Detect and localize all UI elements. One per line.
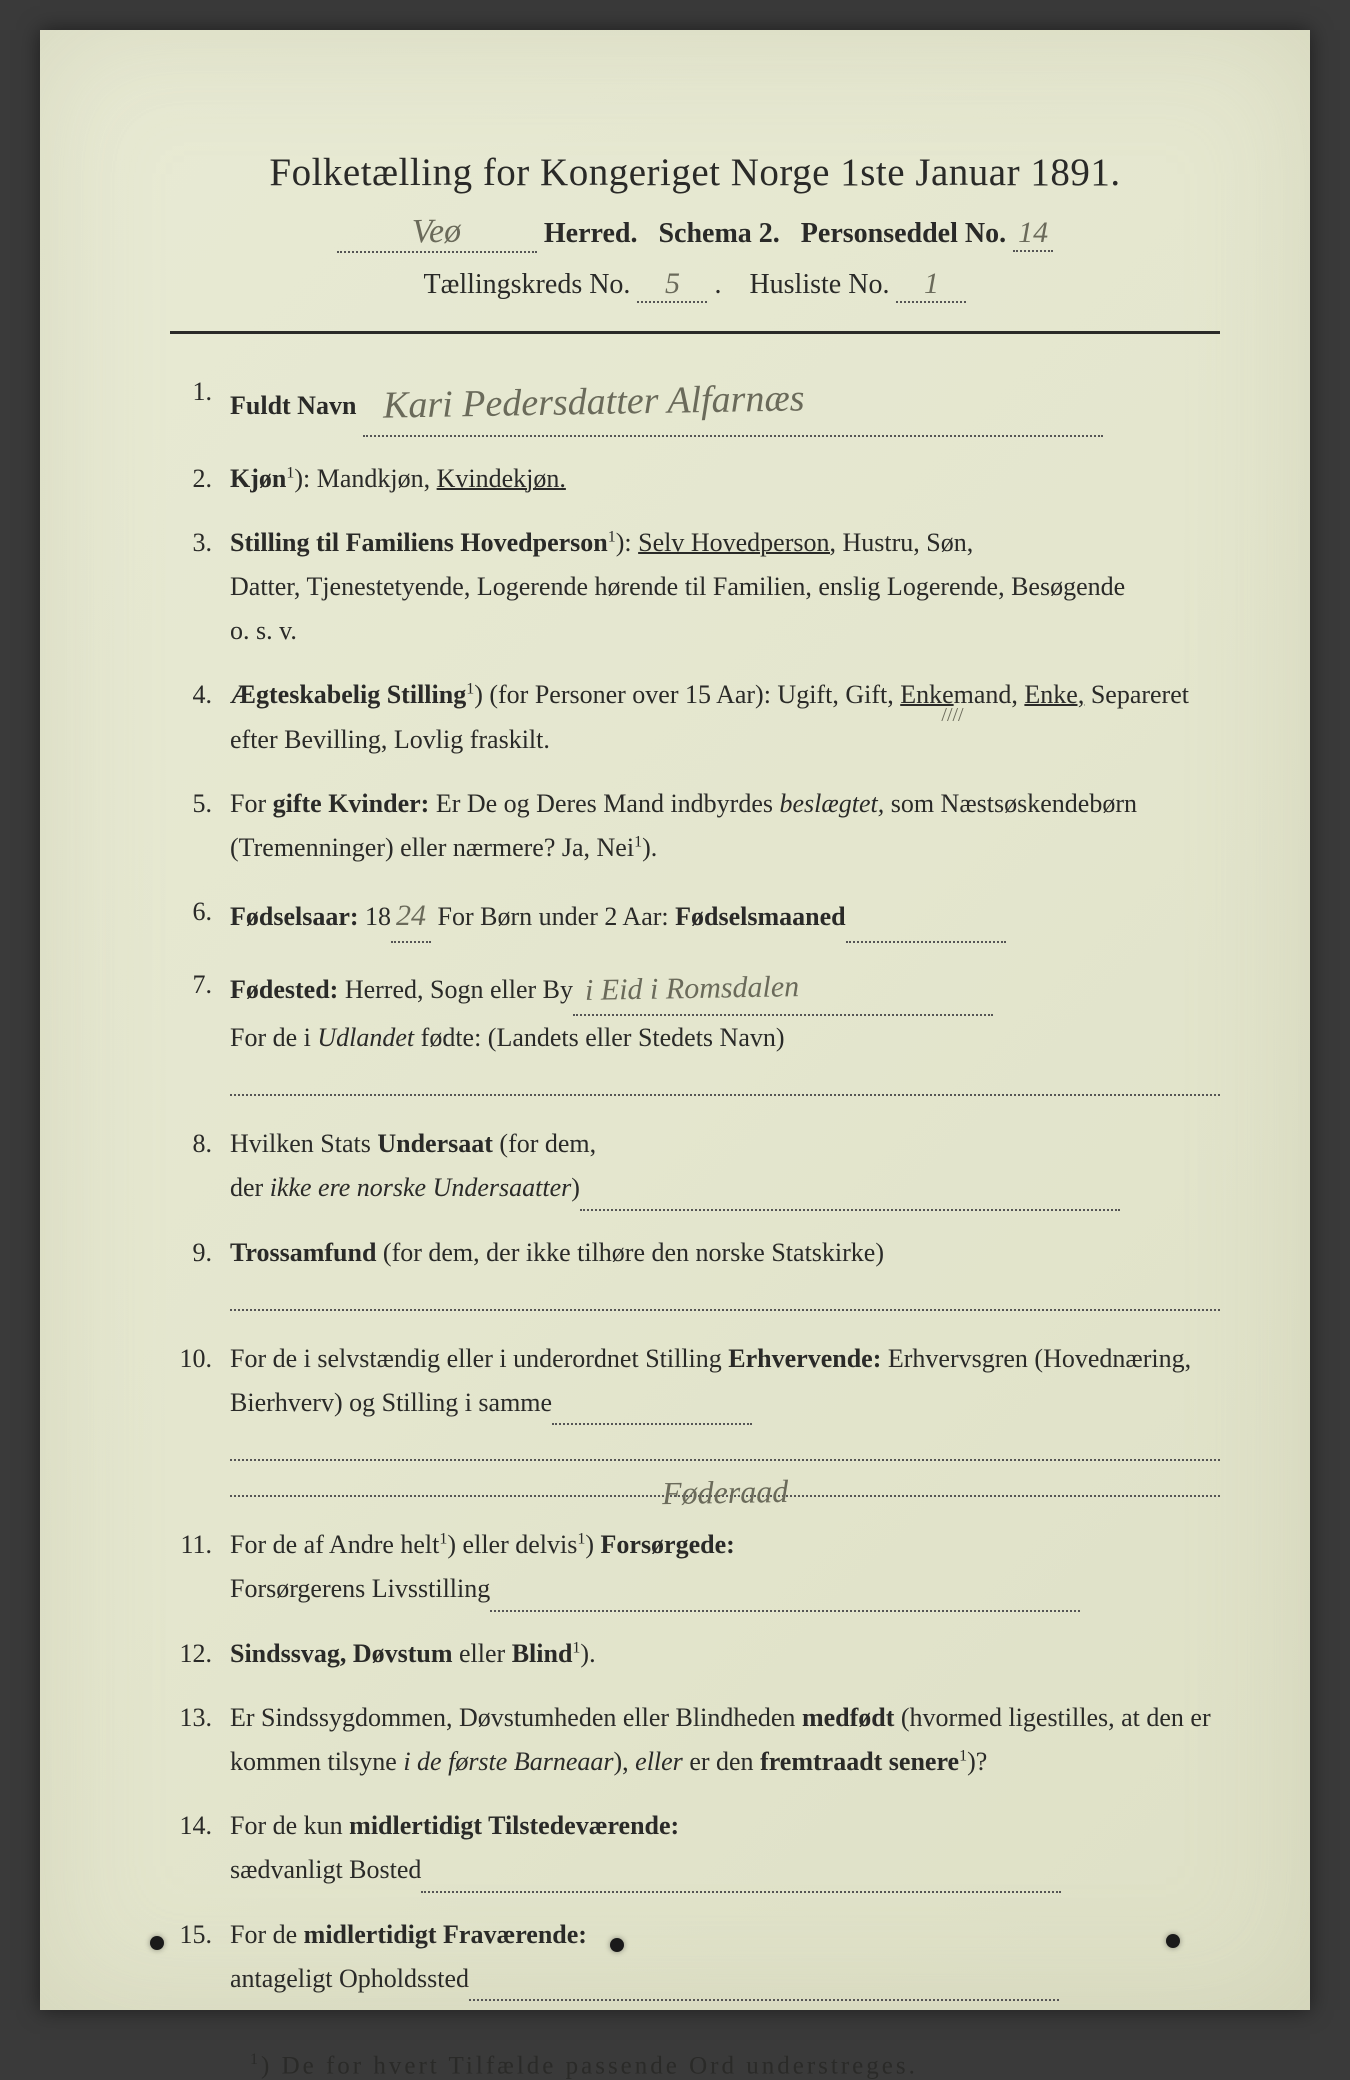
marital-underlined-1: Enke//// bbox=[900, 680, 953, 709]
subject-field bbox=[580, 1209, 1120, 1211]
item-14-present: 14. For de kun midlertidigt Tilstedevære… bbox=[170, 1804, 1220, 1892]
kreds-label: Tællingskreds No. bbox=[424, 269, 631, 300]
name-field: Kari Pedersdatter Alfarnæs bbox=[363, 370, 1103, 437]
item-1-name: 1. Fuldt Navn Kari Pedersdatter Alfarnæs bbox=[170, 370, 1220, 437]
item-12-disability: 12. Sindssvag, Døvstum eller Blind1). bbox=[170, 1632, 1220, 1676]
provider-field bbox=[490, 1610, 1080, 1612]
kreds-no-field: 5 bbox=[637, 267, 707, 303]
birthmonth-field bbox=[846, 941, 1006, 943]
religion-field bbox=[230, 1285, 1220, 1311]
header-line-2: Veø Herred. Schema 2. Personseddel No. 1… bbox=[170, 213, 1220, 253]
handwritten-mark: //// bbox=[941, 698, 963, 732]
header-rule bbox=[170, 331, 1220, 334]
birthyear-field: 24 bbox=[391, 890, 431, 943]
personseddel-label: Personseddel No. bbox=[801, 218, 1006, 249]
item-10-occupation: 10. For de i selvstændig eller i underor… bbox=[170, 1337, 1220, 1503]
personseddel-no-field: 14 bbox=[1013, 216, 1053, 252]
form-header: Folketælling for Kongeriget Norge 1ste J… bbox=[170, 150, 1220, 303]
item-3-relation: 3. Stilling til Familiens Hovedperson1):… bbox=[170, 521, 1220, 654]
marital-underlined-2: Enke, bbox=[1024, 680, 1084, 709]
occupation-field-2: Føderaad bbox=[230, 1471, 1220, 1497]
punch-hole-left bbox=[150, 1936, 164, 1950]
husliste-no-field: 1 bbox=[896, 267, 966, 303]
item-4-marital: 4. Ægteskabelig Stilling1) (for Personer… bbox=[170, 673, 1220, 761]
relation-selected: Selv Hovedperson, bbox=[638, 528, 836, 557]
sex-selected: Kvindekjøn. bbox=[437, 464, 566, 493]
form-items: 1. Fuldt Navn Kari Pedersdatter Alfarnæs… bbox=[170, 370, 1220, 2001]
footnote: 1) De for hvert Tilfælde passende Ord un… bbox=[170, 2051, 1220, 2080]
herred-label: Herred. bbox=[544, 218, 638, 249]
whereabouts-field bbox=[469, 1999, 1059, 2001]
birthplace-abroad-field bbox=[230, 1070, 1220, 1096]
schema-label: Schema 2. bbox=[658, 218, 779, 249]
item-13-congenital: 13. Er Sindssygdommen, Døvstumheden elle… bbox=[170, 1696, 1220, 1784]
item-8-subject: 8. Hvilken Stats Undersaat (for dem, der… bbox=[170, 1122, 1220, 1210]
usual-residence-field bbox=[421, 1891, 1061, 1893]
item-9-religion: 9. Trossamfund (for dem, der ikke tilhør… bbox=[170, 1231, 1220, 1317]
punch-hole-right bbox=[1166, 1934, 1180, 1948]
item-11-dependent: 11. For de af Andre helt1) eller delvis1… bbox=[170, 1523, 1220, 1611]
item-15-absent: 15. For de midlertidigt Fraværende: anta… bbox=[170, 1913, 1220, 2001]
birthplace-field: i Eid i Romsdalen bbox=[573, 963, 993, 1016]
item-6-birthyear: 6. Fødselsaar: 1824 For Børn under 2 Aar… bbox=[170, 890, 1220, 943]
husliste-label: Husliste No. bbox=[749, 269, 889, 300]
punch-hole-center bbox=[610, 1938, 624, 1952]
item-2-sex: 2. Kjøn1): Mandkjøn, Kvindekjøn. bbox=[170, 457, 1220, 501]
header-line-3: Tællingskreds No. 5 . Husliste No. 1 bbox=[170, 267, 1220, 303]
form-title: Folketælling for Kongeriget Norge 1ste J… bbox=[170, 150, 1220, 195]
item-5-related: 5. For gifte Kvinder: Er De og Deres Man… bbox=[170, 782, 1220, 870]
census-form-page: Folketælling for Kongeriget Norge 1ste J… bbox=[40, 30, 1310, 2010]
item-7-birthplace: 7. Fødested: Herred, Sogn eller Byi Eid … bbox=[170, 963, 1220, 1102]
occupation-field-1 bbox=[230, 1435, 1220, 1461]
herred-field: Veø bbox=[337, 213, 537, 253]
